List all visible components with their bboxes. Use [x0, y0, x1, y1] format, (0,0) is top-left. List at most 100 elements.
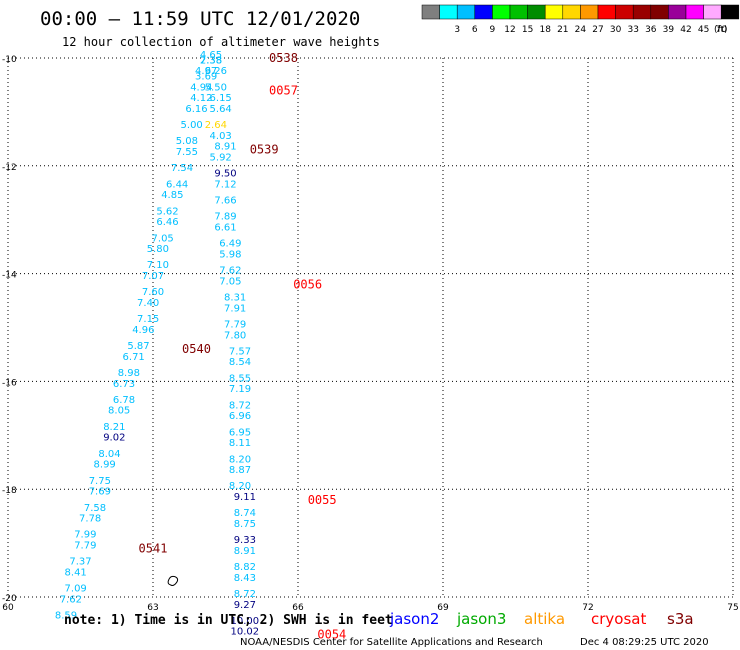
wave-height-value: 2.38 [200, 55, 222, 66]
lon-tick-label: 66 [292, 603, 304, 613]
wave-height-value: 7.05 [152, 233, 174, 244]
legend-tick-label: 33 [627, 25, 638, 35]
lon-tick-label: 60 [2, 603, 14, 613]
legend-swatch [685, 4, 704, 20]
wave-height-value: 4.85 [161, 190, 183, 201]
pass-time-label: 0538 [269, 51, 298, 65]
wave-height-value: 7.80 [224, 330, 246, 341]
satellite-label: cryosat [591, 610, 646, 628]
wave-height-value: 7.54 [171, 163, 193, 174]
legend-tick-label: 6 [472, 25, 478, 35]
wave-height-value: 4.03 [210, 131, 232, 142]
wave-height-value: 7.57 [229, 346, 251, 357]
legend-tick-label: 36 [645, 25, 657, 35]
legend-tick-label: 70 [715, 25, 727, 35]
legend-swatch [439, 4, 458, 20]
wave-height-value: 6.61 [214, 222, 236, 233]
wave-height-value: 7.66 [214, 196, 236, 207]
wave-height-value: 10.00 [231, 616, 260, 627]
wave-height-value: 8.59 [55, 611, 77, 622]
lat-lon-grid [7, 57, 734, 598]
lat-tick-label: -14 [2, 271, 17, 281]
legend-swatch [720, 4, 740, 20]
wave-height-value: 8.87 [229, 465, 251, 476]
chart-title: 00:00 – 11:59 UTC 12/01/2020 [40, 8, 360, 30]
wave-height-value: 8.91 [234, 546, 256, 557]
wave-height-value: 8.31 [224, 293, 246, 304]
legend-swatch [615, 4, 634, 20]
wave-height-value: 5.50 [205, 82, 227, 93]
wave-height-value: 5.00 [181, 120, 203, 131]
altimeter-tracks: 4.657.384.973.694.944.126.16 5.00 5.087.55… [55, 50, 259, 638]
footer-credit: NOAA/NESDIS Center for Satellite Applica… [240, 637, 543, 648]
wave-height-value: 8.55 [229, 373, 251, 384]
legend-swatch [527, 4, 546, 20]
footer-note: note: 1) Time is in UTC; 2) SWH is in fe… [64, 613, 393, 628]
wave-height-value: 6.78 [113, 395, 135, 406]
wave-height-value: 7.58 [84, 503, 106, 514]
wave-height-value: 7.89 [214, 212, 236, 223]
wave-height-value: 7.79 [74, 540, 96, 551]
footer-timestamp: Dec 4 08:29:25 UTC 2020 [580, 637, 709, 648]
wave-height-value: 7.62 [60, 594, 82, 605]
wave-height-value: 8.21 [103, 422, 125, 433]
wave-height-value: 7.62 [219, 266, 241, 277]
lat-tick-label: -16 [2, 378, 17, 388]
wave-height-value: 4.65 [200, 50, 222, 61]
wave-height-value: 7.91 [224, 303, 246, 314]
legend-swatch [474, 4, 493, 20]
legend-swatch [492, 4, 511, 20]
wave-height-value: 7.60 [142, 287, 164, 298]
legend-swatch [650, 4, 669, 20]
legend-swatch [597, 4, 616, 20]
pass-time-label: 0056 [293, 277, 322, 291]
wave-height-value: 8.54 [229, 357, 251, 368]
legend-tick-label: 18 [539, 25, 551, 35]
island-shape [167, 575, 179, 586]
wave-height-value: 5.87 [127, 341, 149, 352]
legend-tick-label: 27 [592, 25, 603, 35]
wave-height-value: 9.02 [103, 433, 125, 444]
satellite-legend: jason2 jason3 altika cryosat s3a [389, 610, 694, 628]
island-outline [167, 575, 179, 586]
legend-tick-label: 3 [454, 25, 460, 35]
wave-height-value: 3.69 [195, 72, 217, 83]
wave-height-value: 7.07 [142, 271, 164, 282]
wave-height-value: 7.12 [214, 179, 236, 190]
wave-height-value: 8.99 [94, 460, 116, 471]
wave-height-value: 9.27 [234, 600, 256, 611]
wave-height-value: 8.05 [108, 406, 130, 417]
satellite-label: jason3 [456, 610, 506, 628]
wave-height-value: 8.74 [234, 508, 256, 519]
wave-height-value: 5.08 [176, 136, 198, 147]
wave-height-value: 5.64 [210, 104, 232, 115]
wave-height-value: 8.91 [214, 142, 236, 153]
legend-tick-label: 39 [663, 25, 675, 35]
legend-swatch [580, 4, 599, 20]
pass-time-label: 0057 [269, 83, 298, 97]
wave-height-value: 7.69 [89, 487, 111, 498]
legend-swatch [562, 4, 581, 20]
legend-tick-label: 24 [575, 25, 587, 35]
wave-height-value: 4.12 [190, 93, 212, 104]
wave-height-value: 8.82 [234, 562, 256, 573]
lon-tick-label: 69 [437, 603, 449, 613]
wave-height-value: 6.96 [229, 411, 251, 422]
wave-height-value: 7.75 [89, 476, 111, 487]
wave-height-value: 9.11 [234, 492, 256, 503]
wave-height-value: 6.49 [219, 239, 241, 250]
wave-height-value: 4.94 [190, 82, 212, 93]
legend-unit: (ft) [714, 25, 728, 35]
legend-swatch [632, 4, 652, 20]
wave-height-value: 7.55 [176, 147, 198, 158]
lon-tick-label: 75 [727, 603, 738, 613]
lat-tick-label: -18 [2, 486, 17, 496]
pass-time-label: 0541 [139, 541, 168, 555]
wave-height-value: 8.43 [234, 573, 256, 584]
legend-swatch [544, 4, 564, 20]
wave-height-value: 8.98 [118, 368, 140, 379]
wave-height-value: 8.20 [229, 454, 251, 465]
legend-tick-label: 21 [557, 25, 568, 35]
wave-height-value: 7.15 [137, 314, 159, 325]
